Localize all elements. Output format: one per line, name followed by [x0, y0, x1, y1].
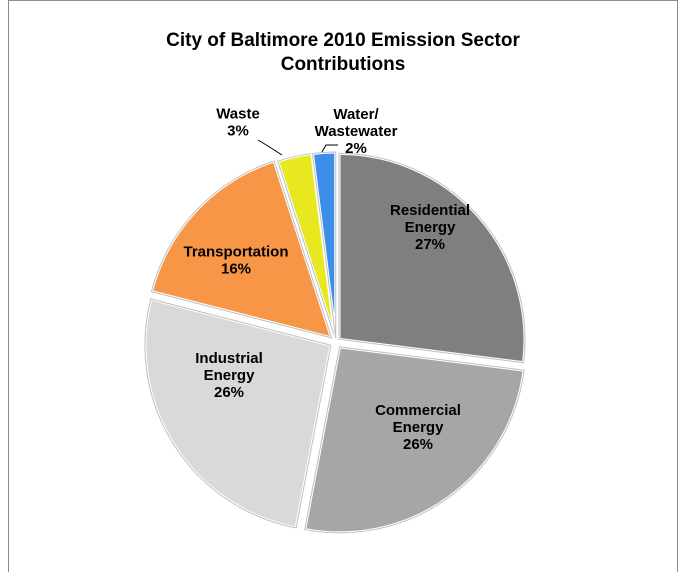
data-label-industrial-energy: Industrial Energy 26% [195, 350, 263, 401]
pie-slice-commercial-energy [302, 345, 526, 535]
pie-slice-edge [150, 160, 333, 339]
chart-title: City of Baltimore 2010 Emission Sector C… [166, 30, 520, 75]
data-label-residential-energy: Residential Energy 27% [390, 202, 470, 253]
data-label-transportation: Transportation 16% [183, 244, 288, 278]
callout-line [321, 144, 338, 153]
pie-slice-industrial-energy [143, 297, 333, 530]
callout-line [257, 139, 283, 156]
pie-slice-edge [144, 298, 332, 529]
pie-slice-edge [311, 151, 337, 339]
pie-slice-transportation [149, 159, 334, 341]
pie-slice-water-wastewater [310, 150, 338, 339]
data-label-commercial-energy: Commercial Energy 26% [375, 402, 461, 453]
data-label-waste: Waste 3% [216, 106, 260, 140]
pie-slice-edge [304, 346, 525, 534]
pie-slice-residential-energy [337, 151, 527, 365]
data-label-water-wastewater: Water/Wastewater 2% [315, 106, 398, 157]
pie-slice-edge [338, 152, 526, 364]
